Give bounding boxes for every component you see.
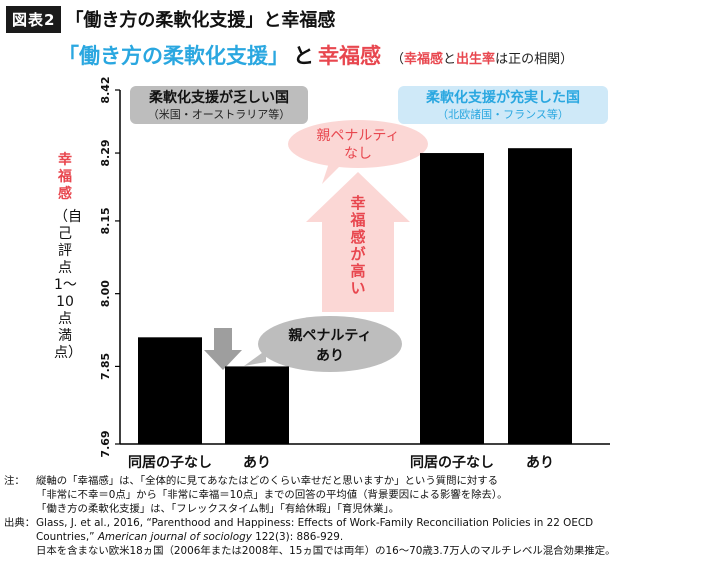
bar [138, 337, 202, 444]
penalty-none-tail [322, 160, 346, 184]
y-tick-label: 8.42 [99, 76, 112, 103]
penalty-yes-line2: あり [316, 348, 344, 364]
notes: 注： 縦軸の「幸福感」は、「全体的に見てあなたはどのくらい幸せだと思いますか」と… [4, 474, 708, 558]
note-row-3: 「働き方の柔軟化支援」は、「フレックスタイム制」「有給休暇」「育児休業」。 [4, 502, 708, 516]
figure-label: 図表2 [6, 5, 62, 33]
subtitle-parenthetical: （幸福感と出生率は正の相関） [391, 48, 573, 67]
rich-support-box [398, 86, 608, 124]
x-tick-label: あり [243, 455, 271, 471]
arrow-text: 幸福感が高い [349, 194, 366, 297]
y-axis-label: 幸福感 （自己評点1〜10点満点） [54, 152, 82, 362]
down-arrow-icon [204, 328, 242, 370]
subtitle-highlight: 幸福感 [318, 44, 381, 68]
penalty-none-line1: 親ペナルティ [316, 128, 399, 144]
rich-support-title: 柔軟化支援が充実した国 [425, 89, 580, 106]
subtitle-connector: と [293, 44, 314, 68]
paren-rest: は正の相関） [495, 52, 574, 67]
y-tick-label: 7.69 [99, 430, 112, 457]
y-tick-label: 7.85 [99, 353, 112, 380]
penalty-yes-line1: 親ペナルティ [288, 327, 371, 344]
subtitle-main: 「働き方の柔軟化支援」 [58, 44, 289, 68]
paren-birth: 出生率 [456, 52, 496, 67]
source-journal: American journal of sociology [97, 531, 252, 543]
source-row-2: Countries,” American journal of sociolog… [4, 530, 708, 544]
source-line-1: Glass, J. et al., 2016, “Parenthood and … [36, 517, 594, 529]
source-line-3: 日本を含まない欧米18ヵ国（2006年または2008年、15ヵ国では両年）の16… [36, 545, 616, 557]
source-line-2-post: 122(3): 886-929. [251, 531, 344, 543]
note-row-1: 注： 縦軸の「幸福感」は、「全体的に見てあなたはどのくらい幸せだと思いますか」と… [4, 474, 708, 488]
y-tick-label: 8.00 [99, 280, 112, 307]
paren-happy: 幸福感 [404, 52, 444, 67]
y-tick-label: 8.15 [99, 207, 112, 234]
poor-support-box [130, 86, 308, 124]
penalty-none-bubble [288, 120, 428, 168]
figure-title: 「働き方の柔軟化支援」と幸福感 [65, 10, 336, 31]
figure-header: 図表2 「働き方の柔軟化支援」と幸福感 [6, 4, 335, 34]
note-row-2: 「非常に不幸＝0点」から「非常に幸福＝10点」までの回答の平均値（背景要因による… [4, 488, 708, 502]
y-axis-title: 幸福感 [58, 152, 72, 202]
note-line-1: 縦軸の「幸福感」は、「全体的に見てあなたはどのくらい幸せだと思いますか」という質… [36, 475, 499, 487]
penalty-none-line2: なし [344, 146, 372, 162]
note-head: 注： [4, 475, 25, 487]
poor-support-title: 柔軟化支援が乏しい国 [148, 89, 289, 106]
rich-support-sub: （北欧諸国・フランス等） [437, 107, 569, 121]
x-tick-label: 同居の子なし [128, 455, 212, 471]
y-axis-unit: （自己評点1〜10点満点） [54, 209, 82, 361]
source-row-1: 出典： Glass, J. et al., 2016, “Parenthood … [4, 516, 708, 530]
x-tick-label: 同居の子なし [410, 455, 494, 471]
penalty-yes-bubble [258, 316, 402, 372]
poor-support-sub: （米国・オーストラリア等） [148, 107, 290, 121]
source-line-2-pre: Countries,” [36, 531, 98, 543]
x-tick-label: あり [526, 455, 554, 471]
source-line-2: Countries,” American journal of sociolog… [36, 530, 708, 544]
bar [420, 153, 484, 445]
bar [225, 366, 289, 444]
subtitle: 「働き方の柔軟化支援」 と 幸福感 （幸福感と出生率は正の相関） [58, 40, 573, 70]
y-tick-label: 8.29 [99, 139, 112, 166]
source-row-3: 日本を含まない欧米18ヵ国（2006年または2008年、15ヵ国では両年）の16… [4, 544, 708, 558]
note-line-2: 「非常に不幸＝0点」から「非常に幸福＝10点」までの回答の平均値（背景要因による… [36, 489, 508, 501]
note-line-3: 「働き方の柔軟化支援」は、「フレックスタイム制」「有給休暇」「育児休業」。 [36, 503, 400, 515]
paren-and: と [443, 52, 457, 67]
paren-open: （ [391, 52, 405, 67]
penalty-yes-tail [244, 350, 266, 366]
up-arrow-icon [306, 172, 410, 312]
source-head: 出典： [4, 517, 36, 529]
bar [508, 148, 572, 445]
